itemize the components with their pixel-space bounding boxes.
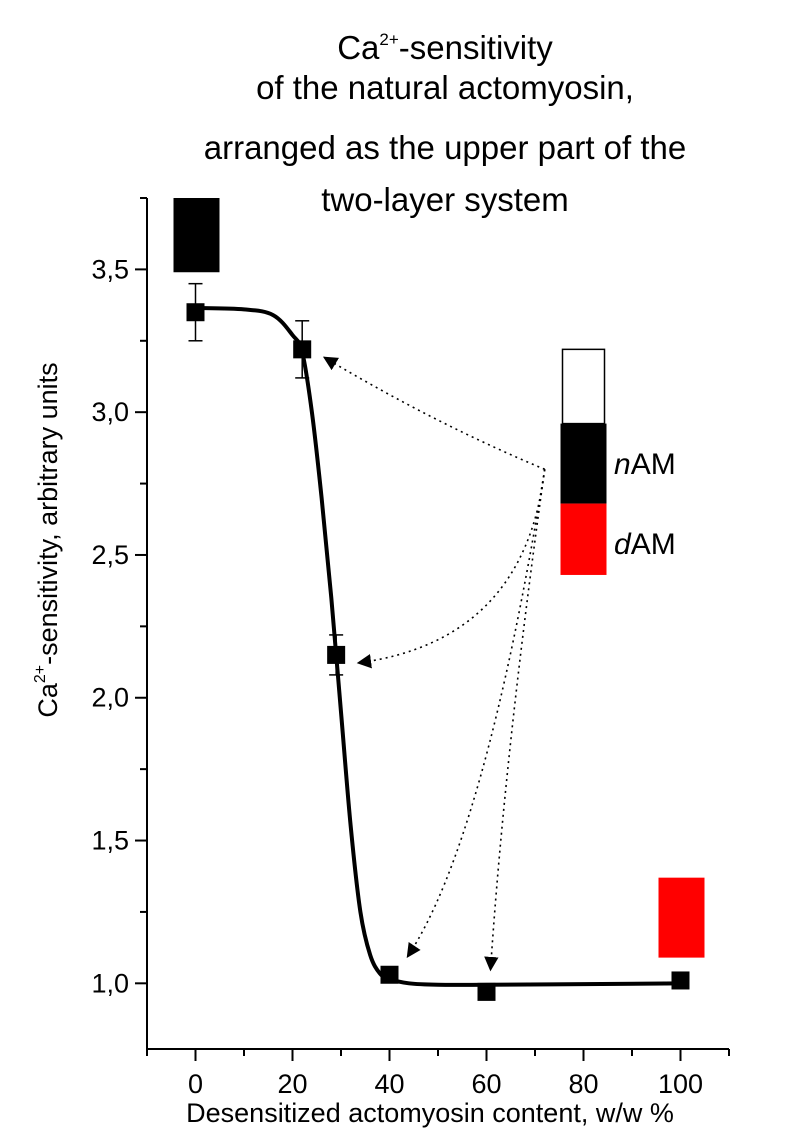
chart-title-line-4: two-layer system bbox=[321, 181, 569, 218]
legend-label-dam: dAM bbox=[614, 528, 676, 561]
data-point-1 bbox=[186, 303, 205, 322]
y-tick-label: 1,5 bbox=[91, 826, 129, 856]
chart-title-line-1: Ca2+-sensitivity bbox=[337, 29, 553, 66]
x-tick-label: 100 bbox=[658, 1069, 703, 1099]
axes: 0 20 40 60 80 100 1,0 1,5 2,0 2,5 3,0 3,5 bbox=[91, 197, 730, 1099]
x-tick-label: 60 bbox=[471, 1069, 501, 1099]
reference-bar-1 bbox=[173, 198, 220, 273]
legend-label-nam: nAM bbox=[614, 448, 676, 481]
dotted-arrow-3 bbox=[406, 469, 546, 958]
dotted-arrow-1 bbox=[322, 356, 546, 471]
x-tick-label: 40 bbox=[374, 1069, 404, 1099]
y-axis-label: Ca2+-sensitivity, arbitrary units bbox=[32, 362, 63, 718]
legend-dam-layer bbox=[560, 503, 607, 575]
x-tick-label: 80 bbox=[568, 1069, 598, 1099]
y-tick-label: 3,5 bbox=[91, 254, 129, 284]
bars bbox=[173, 198, 705, 958]
chart-title-line-2: of the natural actomyosin, bbox=[256, 69, 634, 106]
data-point-5 bbox=[477, 982, 496, 1001]
y-tick-label: 3,0 bbox=[91, 397, 129, 427]
dotted-arrow-4 bbox=[484, 469, 546, 972]
dotted-arrow-2 bbox=[356, 469, 546, 669]
x-tick-label: 0 bbox=[188, 1069, 203, 1099]
legend-column bbox=[560, 348, 607, 575]
y-tick-label: 1,0 bbox=[91, 968, 129, 998]
points-layer bbox=[186, 282, 690, 1001]
data-point-4 bbox=[380, 965, 399, 984]
x-tick-label: 20 bbox=[277, 1069, 307, 1099]
x-axis-label: Desensitized actomyosin content, w/w % bbox=[186, 1098, 674, 1128]
fit-curve-layer bbox=[195, 305, 681, 987]
data-point-3 bbox=[327, 645, 346, 664]
fit-curve bbox=[195, 305, 681, 987]
y-tick-label: 2,5 bbox=[91, 540, 129, 570]
data-point-6 bbox=[671, 971, 690, 990]
legend-nam-layer bbox=[560, 423, 607, 504]
legend-empty-layer bbox=[561, 348, 606, 425]
reference-bar-2 bbox=[658, 877, 705, 958]
arrows-layer bbox=[322, 356, 546, 972]
chart-title-line-3: arranged as the upper part of the bbox=[203, 129, 687, 166]
data-point-2 bbox=[293, 340, 312, 359]
y-tick-label: 2,0 bbox=[91, 683, 129, 713]
